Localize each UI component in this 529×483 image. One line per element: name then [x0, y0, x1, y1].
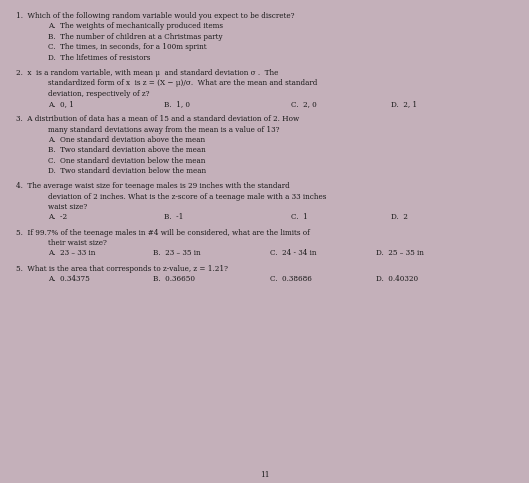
Text: A.  0, 1: A. 0, 1: [48, 100, 74, 108]
Text: C.  2, 0: C. 2, 0: [291, 100, 317, 108]
Text: many standard deviations away from the mean is a value of 13?: many standard deviations away from the m…: [48, 126, 279, 134]
Text: A.  -2: A. -2: [48, 213, 67, 222]
Text: B.  1, 0: B. 1, 0: [164, 100, 190, 108]
Text: B.  0.36650: B. 0.36650: [153, 275, 195, 283]
Text: C.  1: C. 1: [291, 213, 308, 222]
Text: B.  The number of children at a Christmas party: B. The number of children at a Christmas…: [48, 33, 222, 41]
Text: 3.  A distribution of data has a mean of 15 and a standard deviation of 2. How: 3. A distribution of data has a mean of …: [16, 115, 299, 123]
Text: C.  0.38686: C. 0.38686: [270, 275, 312, 283]
Text: waist size?: waist size?: [48, 203, 87, 211]
Text: A.  One standard deviation above the mean: A. One standard deviation above the mean: [48, 136, 205, 144]
Text: A.  The weights of mechanically produced items: A. The weights of mechanically produced …: [48, 22, 223, 30]
Text: D.  The lifetimes of resistors: D. The lifetimes of resistors: [48, 54, 150, 62]
Text: 5.  If 99.7% of the teenage males in #4 will be considered, what are the limits : 5. If 99.7% of the teenage males in #4 w…: [16, 228, 309, 237]
Text: C.  The times, in seconds, for a 100m sprint: C. The times, in seconds, for a 100m spr…: [48, 43, 206, 51]
Text: B.  23 – 35 in: B. 23 – 35 in: [153, 249, 201, 257]
Text: D.  2, 1: D. 2, 1: [391, 100, 417, 108]
Text: 4.  The average waist size for teenage males is 29 inches with the standard: 4. The average waist size for teenage ma…: [16, 182, 289, 190]
Text: C.  24 - 34 in: C. 24 - 34 in: [270, 249, 316, 257]
Text: 5.  What is the area that corresponds to z-value, z = 1.21?: 5. What is the area that corresponds to …: [16, 265, 228, 273]
Text: their waist size?: their waist size?: [48, 239, 106, 247]
Text: B.  Two standard deviation above the mean: B. Two standard deviation above the mean: [48, 146, 205, 155]
Text: 2.  x  is a random variable, with mean μ  and standard deviation σ .  The: 2. x is a random variable, with mean μ a…: [16, 69, 278, 77]
Text: C.  One standard deviation below the mean: C. One standard deviation below the mean: [48, 156, 205, 165]
Text: 11: 11: [260, 471, 269, 479]
Text: D.  Two standard deviation below the mean: D. Two standard deviation below the mean: [48, 167, 206, 175]
Text: D.  2: D. 2: [391, 213, 408, 222]
Text: B.  -1: B. -1: [164, 213, 184, 222]
Text: deviation of 2 inches. What is the z-score of a teenage male with a 33 inches: deviation of 2 inches. What is the z-sco…: [48, 193, 326, 201]
Text: A.  0.34375: A. 0.34375: [48, 275, 89, 283]
Text: A.  23 – 33 in: A. 23 – 33 in: [48, 249, 95, 257]
Text: 1.  Which of the following random variable would you expect to be discrete?: 1. Which of the following random variabl…: [16, 12, 294, 20]
Text: D.  0.40320: D. 0.40320: [376, 275, 418, 283]
Text: standardized form of x  is z = (X − μ)/σ.  What are the mean and standard: standardized form of x is z = (X − μ)/σ.…: [48, 79, 317, 87]
Text: deviation, respectively of z?: deviation, respectively of z?: [48, 89, 149, 98]
Text: D.  25 – 35 in: D. 25 – 35 in: [376, 249, 424, 257]
